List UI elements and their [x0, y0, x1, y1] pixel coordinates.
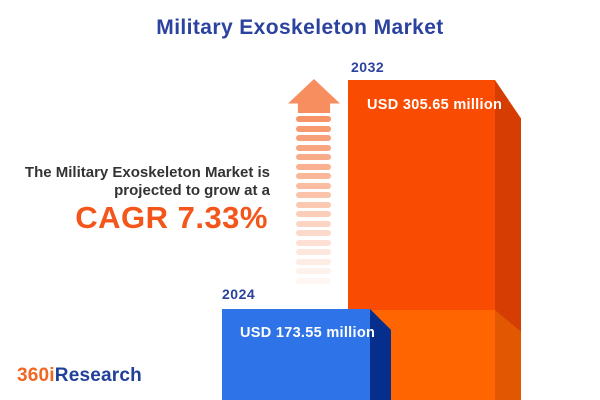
arrow-stripe — [296, 230, 331, 236]
arrow-stripe — [296, 277, 331, 284]
arrow-stripe — [296, 182, 331, 189]
growth-arrow-icon — [288, 79, 340, 113]
arrow-stem — [296, 116, 331, 296]
chart-title: Military Exoskeleton Market — [156, 16, 444, 39]
bar-2032-value-label: USD 305.65 million — [367, 97, 503, 113]
logo-360iresearch: 360iResearch — [17, 365, 142, 387]
arrow-stripe — [296, 249, 331, 255]
arrow-stripe — [296, 125, 331, 132]
description-line2: projected to grow at a — [114, 181, 270, 199]
bar-2024-side — [370, 309, 391, 400]
cagr-value: CAGR 7.33% — [75, 200, 268, 235]
arrow-stripe — [296, 239, 331, 246]
bar-2024-face — [222, 309, 370, 400]
arrow-stripe — [296, 154, 331, 160]
arrow-stripe — [296, 116, 331, 122]
bar-2024-value-label: USD 173.55 million — [240, 325, 376, 341]
bar-2032-upper-face — [348, 80, 495, 310]
bar-2032-year-label: 2032 — [351, 59, 385, 75]
arrow-stripe — [296, 220, 331, 227]
arrow-stripe — [296, 173, 331, 179]
bar-2024-year-label: 2024 — [222, 286, 256, 302]
description-line1: The Military Exoskeleton Market is — [24, 164, 270, 181]
arrow-stripe — [296, 211, 331, 217]
logo-suffix: Research — [54, 365, 142, 386]
arrow-stripe — [296, 192, 331, 198]
description-text: The Military Exoskeleton Market is proje… — [0, 164, 270, 199]
arrow-stripe — [296, 163, 331, 170]
logo-prefix: 360i — [17, 365, 55, 386]
arrow-stripe — [296, 268, 331, 274]
arrow-stripe — [296, 135, 331, 141]
arrow-stripe — [296, 144, 331, 151]
arrow-stripe — [296, 258, 331, 265]
arrow-stripe — [296, 201, 331, 208]
